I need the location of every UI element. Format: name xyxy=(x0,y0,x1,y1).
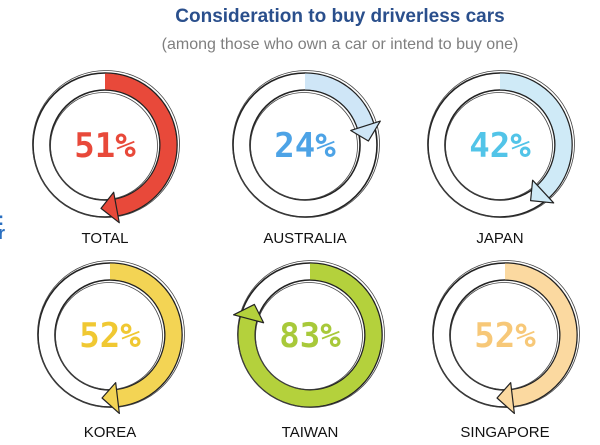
gauge-taiwan: 83% TAIWAN xyxy=(233,260,385,441)
gauge-outer-ring-sketch xyxy=(427,70,575,218)
gauge-progress-arc xyxy=(304,73,374,129)
gauge-korea: 52% KOREA xyxy=(37,260,185,441)
gauge-outer-ring xyxy=(427,72,573,218)
gauge-inner-ring xyxy=(444,89,556,201)
gauge-value-label: 52% xyxy=(79,316,141,356)
chart-title: Consideration to buy driverless cars xyxy=(175,6,505,27)
gauge-outer-ring-sketch xyxy=(232,70,380,218)
gauge-progress-arc xyxy=(499,73,572,198)
gauge-inner-ring-sketch xyxy=(255,282,363,390)
gauge-inner-ring xyxy=(49,89,161,201)
gauge-category-label: TOTAL xyxy=(82,230,129,247)
chart-subtitle: (among those who own a car or intend to … xyxy=(161,36,519,53)
gauge-arrow-head xyxy=(350,120,381,142)
gauge-progress-arc xyxy=(104,73,177,216)
gauge-category-label: KOREA xyxy=(84,424,137,441)
gauge-arrow-head xyxy=(101,382,120,415)
gauge-inner-ring-sketch xyxy=(250,92,358,200)
gauge-outer-ring xyxy=(37,262,183,408)
gauge-arrow-head xyxy=(233,303,265,324)
gauge-category-label: JAPAN xyxy=(476,230,523,247)
cropped-edge-text: :r xyxy=(0,210,6,243)
gauge-australia: 24% AUSTRALIA xyxy=(232,70,381,247)
gauge-arrow-head xyxy=(529,179,555,204)
gauge-value-label: 24% xyxy=(274,126,336,166)
gauge-outer-ring-sketch xyxy=(432,260,580,408)
gauge-arrow-head xyxy=(496,382,515,415)
gauge-value-label: 51% xyxy=(74,126,136,166)
gauge-category-label: AUSTRALIA xyxy=(263,230,346,247)
gauge-japan: 42% JAPAN xyxy=(427,70,575,247)
gauge-progress-arc xyxy=(238,263,382,407)
gauge-progress-arc xyxy=(504,263,577,406)
gauge-outer-ring xyxy=(32,72,178,218)
gauge-category-label: SINGAPORE xyxy=(460,424,549,441)
gauge-singapore: 52% SINGAPORE xyxy=(432,260,580,441)
gauge-value-label: 83% xyxy=(279,316,341,356)
gauge-outer-ring xyxy=(432,262,578,408)
gauge-outer-ring-sketch xyxy=(237,260,385,408)
gauge-category-label: TAIWAN xyxy=(282,424,339,441)
gauge-outer-ring xyxy=(237,262,383,408)
gauge-inner-ring-sketch xyxy=(50,92,158,200)
gauge-inner-ring xyxy=(249,89,361,201)
gauge-progress-arc xyxy=(109,263,182,406)
gauge-outer-ring-sketch xyxy=(37,260,185,408)
gauge-inner-ring-sketch xyxy=(445,92,553,200)
gauge-value-label: 52% xyxy=(474,316,536,356)
gauge-outer-ring xyxy=(232,72,378,218)
gauge-inner-ring xyxy=(254,279,366,391)
gauge-total: 51% TOTAL xyxy=(32,70,180,247)
gauge-value-label: 42% xyxy=(469,126,531,166)
gauge-arrow-head xyxy=(100,191,120,224)
gauge-outer-ring-sketch xyxy=(32,70,180,218)
